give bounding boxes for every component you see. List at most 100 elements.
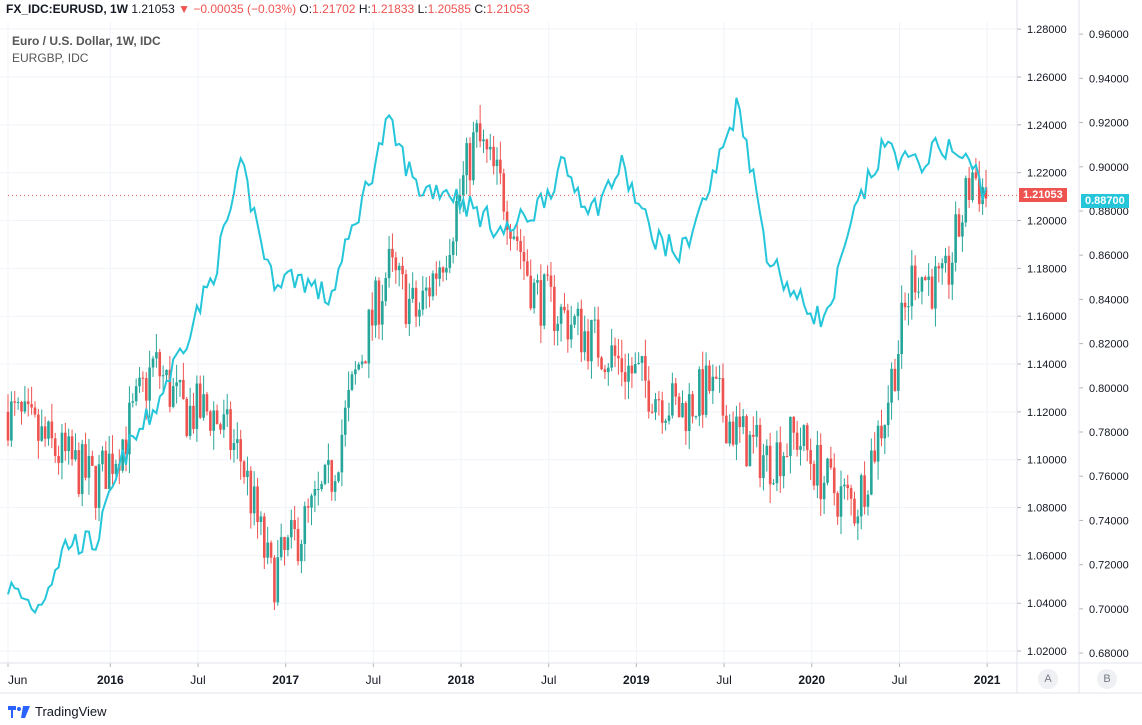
candle-body <box>613 345 617 356</box>
high-value: 1.21833 <box>370 2 415 16</box>
candle-body <box>6 411 10 441</box>
y-left-tick-label: 1.26000 <box>1027 72 1067 84</box>
candle-body <box>812 463 816 486</box>
candle-body <box>26 401 30 405</box>
candle-body <box>256 486 259 523</box>
candle-body <box>77 450 81 495</box>
candle-body <box>667 415 671 421</box>
candle-body <box>13 401 17 403</box>
candle-body <box>263 516 266 558</box>
candle-body <box>944 255 947 264</box>
candle-body <box>799 446 802 450</box>
candle-body <box>789 416 792 457</box>
tradingview-logo[interactable]: TradingView <box>8 704 107 719</box>
candle-body <box>681 402 684 418</box>
candle-body <box>950 262 954 285</box>
candle-body <box>644 356 647 381</box>
candle-body <box>357 364 361 370</box>
candle-body <box>276 557 280 603</box>
candle-body <box>674 383 678 397</box>
candle-body <box>296 529 300 562</box>
candle-body <box>266 542 269 558</box>
candle-body <box>843 484 846 487</box>
candle-body <box>421 290 425 310</box>
candle-body <box>107 453 111 489</box>
candle-body <box>610 345 613 368</box>
candle-body <box>903 302 907 308</box>
candle-body <box>124 439 128 455</box>
candle-body <box>934 266 937 309</box>
y-left-tick-label: 1.16000 <box>1027 311 1067 323</box>
candle-body <box>374 280 377 326</box>
x-tick-label: 2016 <box>97 673 124 687</box>
y-right-tick-label: 0.82000 <box>1089 339 1129 351</box>
candle-body <box>273 557 276 603</box>
candle-body <box>492 146 495 167</box>
candle-body <box>360 361 364 365</box>
auto-scale-right-button[interactable]: B <box>1097 669 1117 689</box>
candle-body <box>785 455 789 457</box>
candle-body <box>40 426 44 441</box>
candle-body <box>725 415 728 444</box>
candle-body <box>890 368 893 403</box>
candle-body <box>364 361 367 364</box>
candle-body <box>536 280 539 283</box>
candle-body <box>772 483 775 485</box>
candle-body <box>168 369 172 407</box>
candle-body <box>563 306 566 311</box>
candle-body <box>323 464 327 484</box>
overlay-series-legend[interactable]: EURGBP, IDC <box>12 51 89 65</box>
candle-body <box>377 280 381 325</box>
candle-body <box>225 409 229 415</box>
candle-body <box>370 309 374 326</box>
main-series-legend[interactable]: Euro / U.S. Dollar, 1W, IDC <box>12 34 161 48</box>
candle-body <box>327 460 330 465</box>
candle-body <box>839 486 843 517</box>
candle-body <box>222 414 226 430</box>
candle-body <box>70 436 74 460</box>
candle-body <box>633 364 637 374</box>
candle-body <box>418 309 421 317</box>
candle-body <box>74 450 77 460</box>
candle-body <box>748 434 752 467</box>
candle-body <box>542 274 546 326</box>
candle-body <box>559 306 563 324</box>
candle-body <box>239 439 242 462</box>
x-tick-label: Jul <box>190 673 205 687</box>
candle-body <box>303 506 307 544</box>
candle-body <box>499 159 502 174</box>
x-tick-label: 2021 <box>974 673 1001 687</box>
candle-body <box>515 236 519 241</box>
candle-body <box>441 267 445 273</box>
candle-body <box>219 424 222 430</box>
candle-body <box>580 308 583 353</box>
y-left-tick-label: 1.14000 <box>1027 359 1067 371</box>
candle-body <box>155 352 158 359</box>
candle-body <box>502 173 506 212</box>
candle-body <box>657 399 661 401</box>
candle-body <box>870 450 873 495</box>
candle-body <box>84 444 87 478</box>
candle-body <box>428 287 431 297</box>
candle-body <box>606 367 610 373</box>
candle-body <box>728 421 731 444</box>
symbol-label[interactable]: FX_IDC:EURUSD, 1W <box>6 2 129 16</box>
candle-body <box>198 383 202 418</box>
y-right-tick-label: 0.72000 <box>1089 560 1129 572</box>
candle-body <box>111 453 114 474</box>
candle-body <box>930 276 934 309</box>
candle-body <box>526 261 529 276</box>
candle-body <box>20 401 23 412</box>
x-tick-label: Jun <box>8 673 27 687</box>
auto-scale-left-button[interactable]: A <box>1038 669 1058 689</box>
candle-body <box>549 275 553 287</box>
candle-body <box>964 178 968 223</box>
candle-body <box>94 465 97 508</box>
candle-body <box>80 444 84 495</box>
candle-body <box>337 472 340 482</box>
candle-body <box>279 537 283 558</box>
candle-body <box>590 320 593 362</box>
candle-body <box>721 378 725 416</box>
candle-body <box>236 439 239 443</box>
